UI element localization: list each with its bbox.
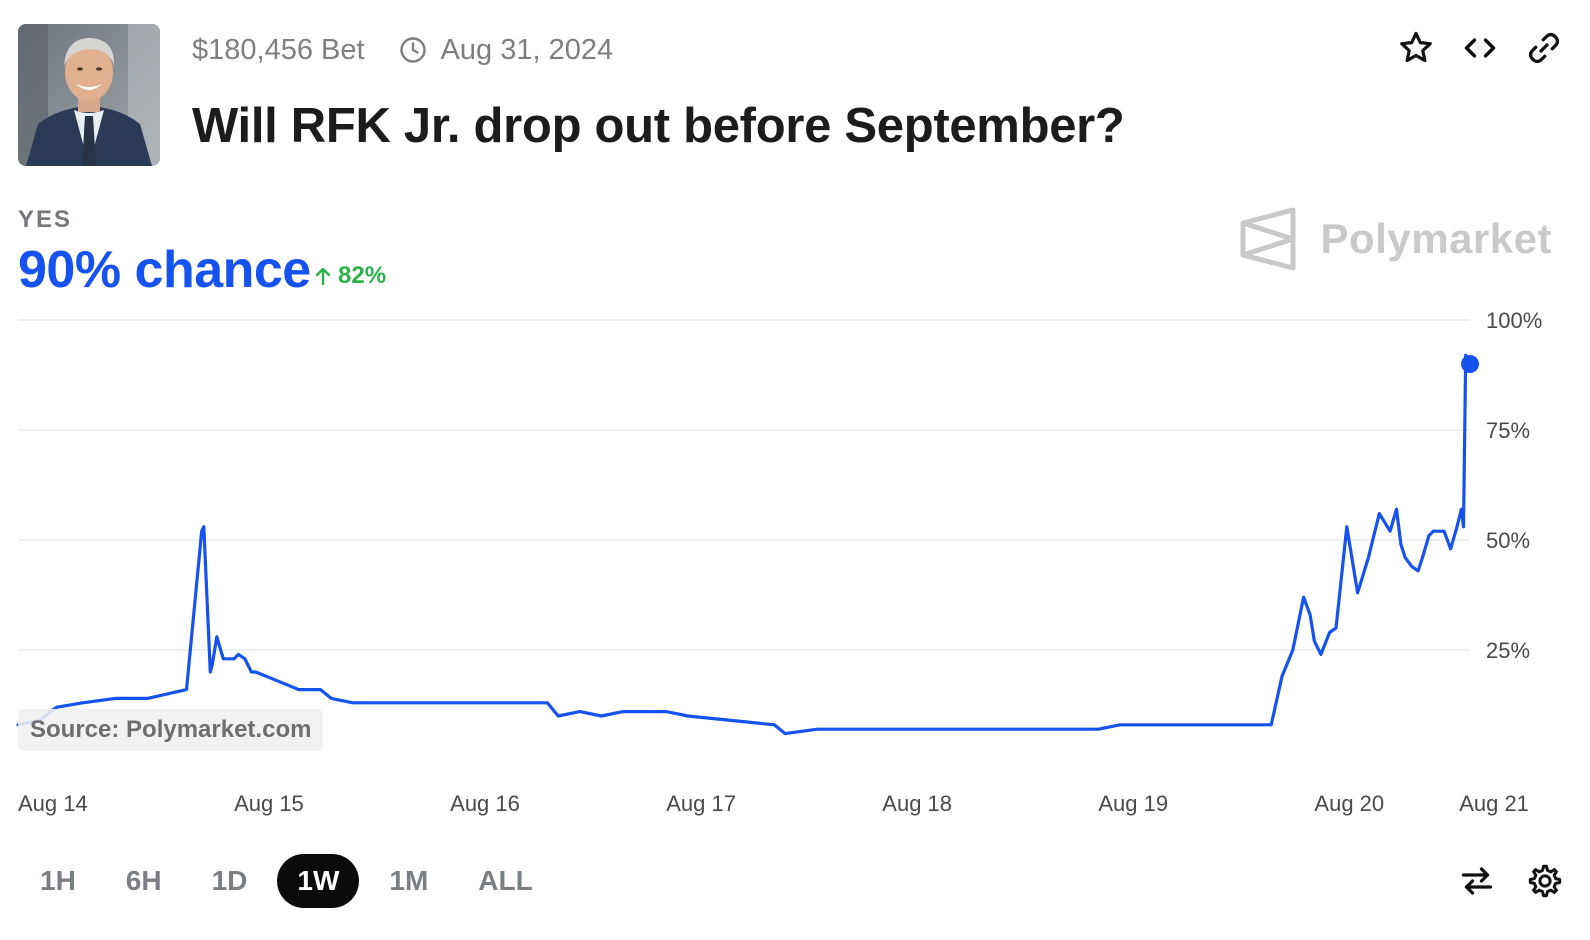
series-line-yes [16, 353, 1472, 736]
swap-outcome-button[interactable] [1456, 860, 1498, 902]
x-tick-label: Aug 17 [666, 791, 736, 816]
code-icon [1464, 38, 1496, 58]
time-range-1m[interactable]: 1M [389, 865, 429, 896]
y-tick-label: 50% [1486, 528, 1530, 553]
chance-change: 82% [314, 262, 386, 290]
chart-settings-button[interactable] [1524, 860, 1566, 902]
x-axis: Aug 14 Aug 15 Aug 16 Aug 17 Aug 18 Aug 19 Aug … [18, 791, 1529, 816]
change-value: 82% [338, 262, 387, 289]
y-axis: 25% 50% 75% 100% [1486, 308, 1542, 663]
time-range-1h[interactable]: 1H [40, 865, 76, 896]
y-tick-label: 25% [1486, 638, 1530, 663]
embed-button[interactable] [1460, 28, 1500, 68]
source-label: Source: Polymarket.com [18, 709, 324, 751]
x-tick-label: Aug 19 [1098, 791, 1168, 816]
market-actions [1396, 28, 1564, 68]
y-tick-label: 75% [1486, 418, 1530, 443]
bookmark-button[interactable] [1396, 28, 1436, 68]
y-tick-label: 100% [1486, 308, 1542, 333]
chart-grid [18, 319, 1470, 651]
swap-icon [1461, 867, 1493, 895]
brand-watermark: Polymarket [1239, 206, 1552, 272]
polymarket-logo-icon [1240, 207, 1296, 271]
end-date-label: Aug 31, 2024 [440, 33, 614, 66]
time-range-1w[interactable]: 1W [277, 854, 360, 908]
arrow-up-icon [315, 267, 331, 286]
time-range-selector: 1H 6H 1D 1W 1M ALL [20, 854, 553, 908]
outcome-label: YES [18, 206, 73, 233]
market-meta: $180,456 Bet Aug 31, 2024 [192, 30, 613, 70]
end-date: Aug 31, 2024 [399, 33, 614, 67]
chart-tools [1456, 860, 1566, 902]
x-tick-label: Aug 18 [882, 791, 952, 816]
price-chart[interactable]: 25%50%75%100% Aug 14 Aug 15 Aug 16 Aug 17 Au… [0, 300, 1590, 830]
link-icon [1528, 32, 1560, 64]
x-tick-label: Aug 14 [18, 791, 88, 816]
chance-value: 90% chance [18, 241, 311, 299]
time-range-1d[interactable]: 1D [211, 865, 248, 896]
x-tick-label: Aug 21 [1459, 791, 1529, 816]
time-range-6h[interactable]: 6H [125, 865, 162, 896]
x-tick-label: Aug 15 [234, 791, 304, 816]
candidate-photo [18, 24, 160, 166]
clock-icon [399, 37, 426, 63]
star-icon [1400, 31, 1432, 63]
current-price-point [1461, 355, 1479, 373]
gear-icon [1528, 864, 1562, 898]
time-range-all[interactable]: ALL [478, 865, 533, 896]
x-tick-label: Aug 16 [450, 791, 520, 816]
x-tick-label: Aug 20 [1314, 791, 1384, 816]
market-image [18, 24, 160, 166]
volume-label: $180,456 Bet [192, 33, 365, 66]
market-title: Will RFK Jr. drop out before September? [192, 99, 1125, 153]
brand-name: Polymarket [1320, 215, 1552, 262]
copy-link-button[interactable] [1524, 28, 1564, 68]
